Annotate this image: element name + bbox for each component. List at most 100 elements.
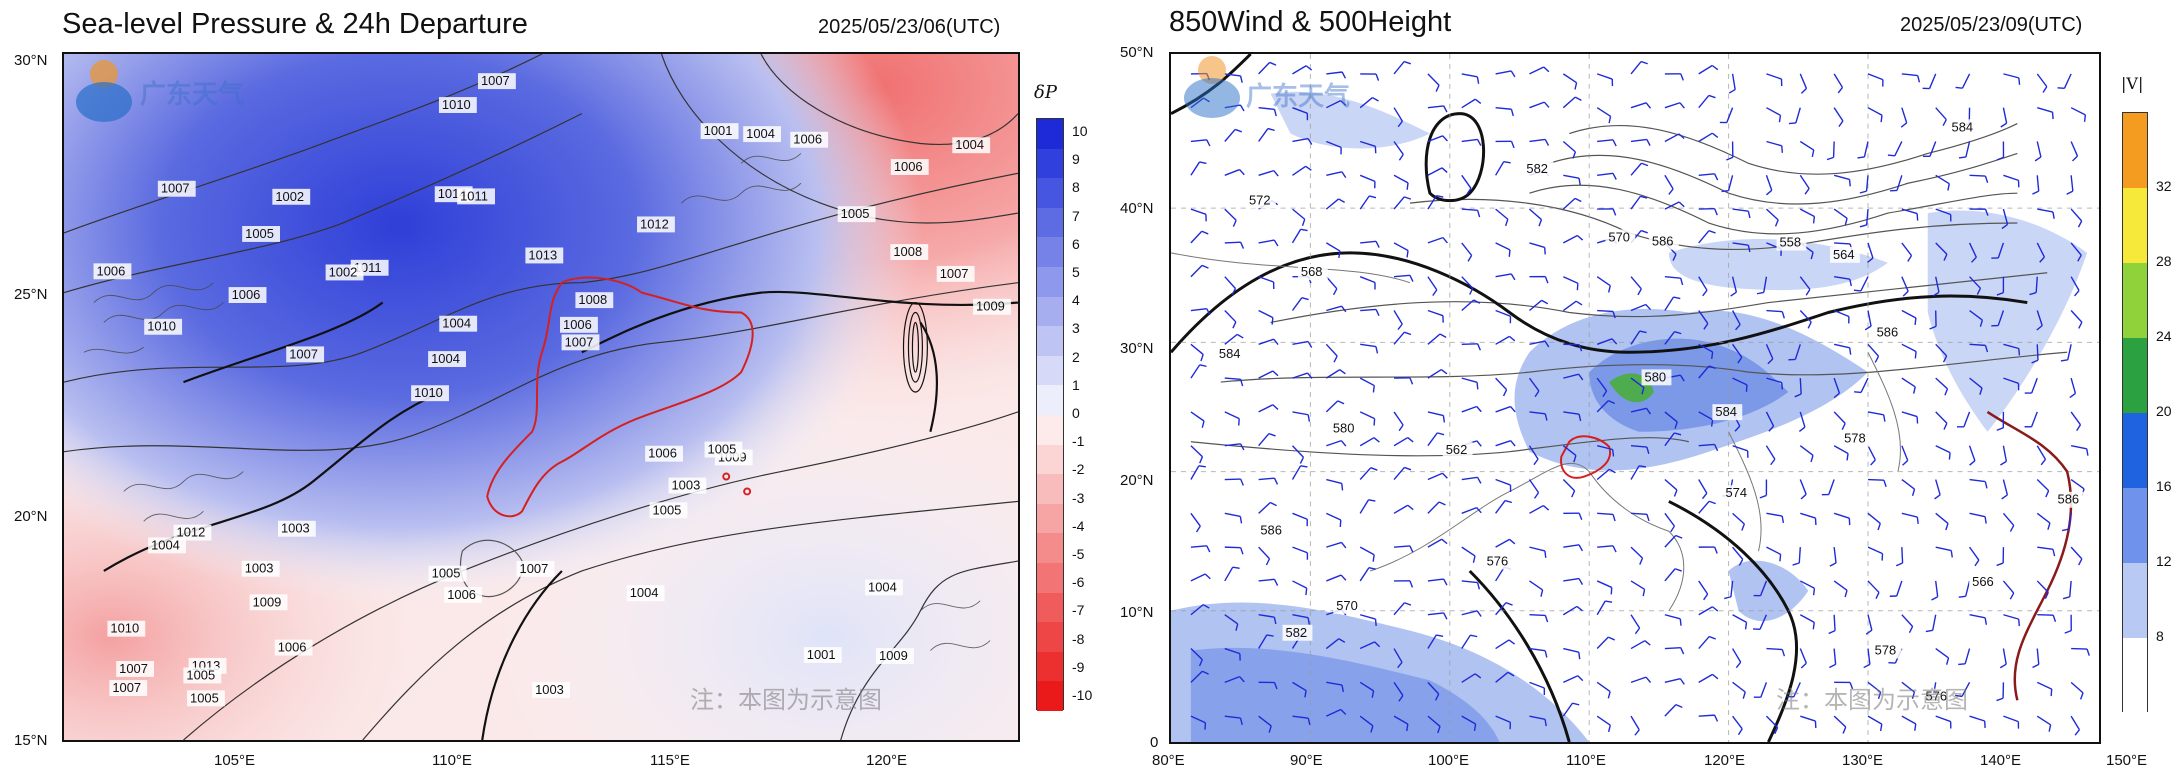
wind-barb bbox=[1630, 102, 1647, 109]
wind-barb bbox=[1359, 715, 1374, 727]
right-x-tick: 150°E bbox=[2106, 752, 2148, 769]
wind-barb bbox=[1799, 73, 1808, 89]
wind-barb-feather bbox=[1231, 288, 1237, 296]
wind-barb bbox=[1562, 197, 1576, 210]
wind-barb bbox=[1596, 580, 1612, 589]
wind-barb-feather bbox=[1472, 555, 1476, 563]
contour-label-bg bbox=[516, 560, 555, 577]
wind-barb bbox=[1190, 230, 1203, 244]
colorbar-segment bbox=[2123, 263, 2147, 339]
contour-label: 1006 bbox=[232, 287, 261, 302]
wind-barb bbox=[1326, 708, 1342, 717]
wind-barb bbox=[1833, 174, 1850, 181]
wind-barb bbox=[1258, 404, 1274, 413]
wind-barb bbox=[1727, 175, 1734, 191]
wind-barb bbox=[1529, 66, 1545, 75]
wind-barb-feather bbox=[1713, 714, 1719, 722]
wind-barb bbox=[1563, 174, 1580, 179]
contour-label-bg bbox=[93, 263, 132, 280]
wind-barb bbox=[1698, 500, 1710, 514]
wind-barb bbox=[1894, 141, 1903, 157]
wind-barb bbox=[1664, 102, 1681, 109]
wind-barb bbox=[1427, 715, 1441, 727]
wind-barb bbox=[1258, 502, 1271, 514]
colorbar-segment bbox=[1037, 415, 1063, 446]
wind-barb-feather bbox=[1996, 697, 2004, 702]
wind-barb bbox=[1799, 310, 1812, 323]
wind-barb-feather bbox=[1406, 723, 1409, 732]
wind-barb-feather bbox=[1332, 288, 1338, 296]
wind-barb bbox=[1766, 73, 1782, 80]
contour-label-bg bbox=[428, 351, 466, 368]
wind-barb-feather bbox=[1929, 325, 1937, 330]
wind-barb-feather bbox=[2042, 86, 2048, 93]
wind-barb-feather bbox=[1737, 728, 1743, 736]
wind-barb-feather bbox=[1540, 589, 1544, 597]
wind-barb-feather bbox=[1199, 161, 1207, 165]
wind-barb bbox=[1326, 100, 1341, 109]
wind-barb bbox=[2036, 175, 2040, 192]
wind-barb bbox=[1224, 715, 1241, 719]
wind-barb bbox=[1224, 377, 1241, 381]
wind-barb-feather bbox=[1774, 219, 1779, 227]
contour-label: 1003 bbox=[281, 521, 310, 536]
wind-barb-feather bbox=[1612, 545, 1617, 553]
contour-label-bg bbox=[249, 594, 288, 611]
left-y-tick: 15°N bbox=[14, 732, 48, 749]
wind-barb-feather bbox=[2077, 220, 2083, 228]
contour-label-bg bbox=[1948, 119, 1979, 136]
wind-barb-feather bbox=[1476, 476, 1482, 484]
wind-barb bbox=[1461, 546, 1476, 557]
wind-barb bbox=[1495, 440, 1511, 447]
wind-barb bbox=[1630, 676, 1647, 684]
wind-barb bbox=[2003, 614, 2019, 620]
right-x-tick: 120°E bbox=[1704, 752, 1746, 769]
wind-barb-feather bbox=[1373, 418, 1376, 426]
wind-barb-feather bbox=[1984, 208, 1989, 216]
wind-barb-feather bbox=[1958, 595, 1966, 598]
wind-barb bbox=[1427, 333, 1441, 345]
wind-barb bbox=[1495, 335, 1510, 345]
wind-barb bbox=[1224, 310, 1237, 323]
wind-barb-feather bbox=[1404, 602, 1412, 606]
wind-barb bbox=[2070, 715, 2081, 731]
wind-barb bbox=[1664, 133, 1680, 143]
wind-barb-feather bbox=[1911, 691, 1916, 699]
wind-barb-feather bbox=[2074, 290, 2080, 297]
contour-label: 1003 bbox=[245, 561, 274, 576]
wind-barb-feather bbox=[1474, 673, 1482, 679]
wind-barb bbox=[1224, 512, 1241, 518]
contour-label-bg bbox=[865, 579, 903, 596]
wind-barb bbox=[1461, 138, 1478, 143]
wind-barb bbox=[1965, 141, 1971, 158]
wind-barb bbox=[1596, 276, 1611, 287]
wind-barb-feather bbox=[2047, 522, 2051, 530]
colorbar-tick-label: 28 bbox=[2156, 253, 2172, 269]
wind-barb-feather bbox=[2077, 254, 2082, 262]
right-y-tick: 50°N bbox=[1120, 44, 1154, 61]
wind-barb-feather bbox=[1271, 317, 1274, 325]
contour-label: 1001 bbox=[807, 647, 836, 662]
wind-barb-feather bbox=[1996, 562, 2004, 567]
wind-barb bbox=[1562, 445, 1577, 457]
wind-barb bbox=[1901, 411, 1918, 418]
pressure-map-svg: 1009101010061010101210131014101310121011… bbox=[64, 54, 1018, 740]
wind-barb bbox=[2070, 107, 2086, 116]
wind-barb-feather bbox=[1741, 523, 1746, 531]
wind-barb bbox=[1563, 675, 1579, 683]
watermark-text: 注：本图为示意图 bbox=[1776, 687, 1968, 714]
wind-barb-feather bbox=[1916, 213, 1919, 221]
contour-label: 1012 bbox=[640, 216, 669, 231]
right-map-panel: 850Wind & 500Height 2025/05/23/09(UTC) bbox=[1086, 0, 2172, 780]
wind-barb-feather bbox=[1646, 139, 1651, 146]
wind-barb bbox=[1794, 344, 1801, 360]
wind-barb-feather bbox=[1398, 695, 1404, 702]
wind-barb-feather bbox=[1333, 355, 1338, 363]
wind-barb bbox=[1190, 715, 1206, 724]
wind-barb-feather bbox=[2000, 122, 2008, 128]
wind-barb-feather bbox=[2052, 549, 2056, 557]
contour-label-bg bbox=[428, 565, 467, 582]
wind-barb-feather bbox=[1641, 162, 1649, 167]
wind-barb-feather bbox=[1407, 437, 1414, 443]
wind-barb-feather bbox=[1612, 173, 1617, 180]
